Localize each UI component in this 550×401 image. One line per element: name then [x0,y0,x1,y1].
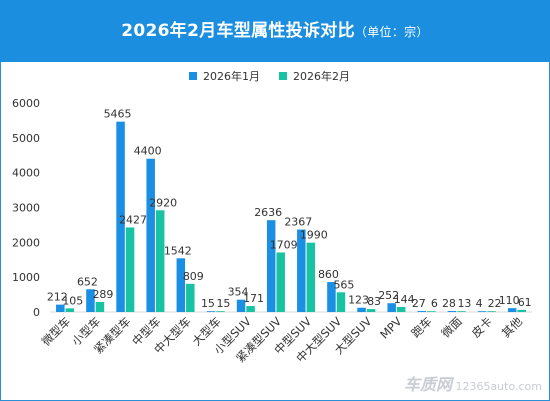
data-label: 1709 [270,238,298,251]
data-label: 860 [318,268,339,281]
category-label: MPV [377,314,404,341]
data-label: 28 [442,297,456,310]
bar-feb [186,283,195,312]
bar-feb [336,292,346,312]
data-label: 22 [488,297,502,310]
data-label: 1990 [300,229,328,242]
data-label: 2367 [284,216,312,229]
legend: 2026年1月 2026年2月 [189,69,350,83]
bar-jan [176,258,186,312]
data-label: 171 [243,292,264,305]
y-tick-label: 2000 [12,236,40,249]
bar-jan [206,311,216,312]
bar-feb [396,306,406,312]
data-label: 289 [92,288,113,301]
data-label: 2636 [254,206,282,219]
legend-swatch [189,72,197,80]
data-label: 83 [367,295,381,308]
bar-feb [306,242,316,312]
bar-feb [366,309,376,312]
data-label: 110 [499,294,520,307]
bar-jan [447,311,457,312]
bar-jan [327,282,336,312]
data-label: 2920 [149,196,177,209]
data-label: 354 [228,286,249,299]
data-label: 809 [183,270,204,283]
bar-feb [95,301,105,312]
bar-jan [297,229,306,312]
bar-feb [65,308,75,312]
category-label: 跑车 [409,314,435,340]
y-tick-label: 6000 [12,97,40,110]
category-label: 微面 [439,314,465,340]
data-label: 252 [378,289,399,302]
data-label: 105 [62,294,83,307]
data-label: 4 [476,297,483,310]
bar-jan [477,311,487,312]
chart-title: 2026年2月车型属性投诉对比（单位：宗） [0,0,550,62]
bar-feb [216,311,225,312]
watermark-site: 12365auto.com [455,380,542,393]
legend-label: 2026年1月 [203,69,260,83]
bar-jan [86,289,95,312]
bar-jan [116,121,125,312]
bar-feb [276,252,285,312]
bar-jan [236,299,246,312]
title-banner [0,0,550,62]
bar-feb [246,306,255,312]
data-label: 565 [333,278,354,291]
y-tick-label: 3000 [12,202,40,215]
data-label: 61 [518,296,532,309]
data-label: 652 [77,275,98,288]
data-label: 5465 [104,108,132,121]
bar-feb [457,311,466,312]
bar-feb [487,311,496,312]
bar-feb [517,309,526,312]
bar-feb [427,311,436,312]
bars [56,121,526,312]
category-label: 微型车 [39,314,73,348]
bar-jan [146,158,155,312]
category-label: 皮卡 [469,314,495,340]
bar-jan [357,307,366,312]
data-label: 123 [348,294,369,307]
bar-feb [155,210,165,312]
data-label: 4400 [134,145,162,158]
watermark: 车质网 12365auto.com [404,371,542,395]
y-tick-label: 5000 [12,132,40,145]
data-label: 27 [412,297,426,310]
data-label: 1542 [164,244,192,257]
data-label: 6 [431,297,438,310]
watermark-brand: 车质网 [403,375,452,394]
y-tick-label: 1000 [12,271,40,284]
bar-jan [417,311,427,312]
data-label: 144 [394,293,415,306]
category-label: 其他 [499,314,526,341]
legend-swatch [279,72,287,80]
y-tick-label: 4000 [12,167,40,180]
data-label: 212 [47,291,68,304]
title-text: 2026年2月车型属性投诉对比 [121,21,355,41]
legend-label: 2026年2月 [293,69,350,83]
bar-jan [266,220,276,312]
bar-jan [507,308,517,312]
data-label: 13 [457,297,471,310]
data-label: 2427 [119,213,147,226]
y-tick-label: 0 [33,306,40,319]
x-axis: 微型车小型车紧凑型车中型车中大型车大型车小型SUV紧凑型SUV中型SUV中大型S… [39,314,526,365]
bar-feb [125,227,135,312]
unit-subtitle: （单位：宗） [354,25,429,39]
bar-jan [387,303,396,312]
bar-jan [56,304,65,312]
data-label: 15 [216,297,230,310]
data-label: 15 [201,297,215,310]
